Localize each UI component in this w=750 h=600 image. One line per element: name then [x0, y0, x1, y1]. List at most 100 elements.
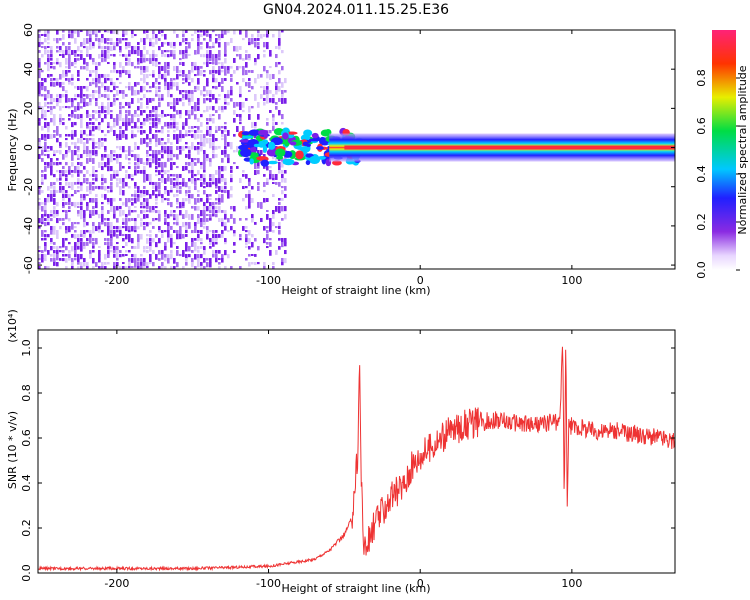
noise-cell: [38, 262, 41, 265]
noise-cell: [158, 38, 161, 41]
noise-cell: [239, 178, 242, 183]
noise-cell: [203, 250, 206, 255]
noise-cell: [194, 198, 197, 204]
noise-cell: [155, 34, 158, 40]
noise-cell: [212, 202, 215, 206]
noise-cell: [182, 182, 185, 187]
noise-cell: [227, 66, 230, 71]
noise-cell: [200, 142, 203, 147]
noise-cell: [269, 222, 272, 228]
noise-cell: [182, 250, 185, 256]
noise-cell: [80, 230, 83, 235]
noise-cell: [272, 262, 275, 266]
noise-cell: [89, 34, 92, 39]
noise-cell: [131, 114, 134, 118]
noise-cell: [53, 190, 56, 195]
noise-cell: [98, 114, 101, 119]
noise-cell: [149, 146, 152, 151]
noise-cell: [173, 130, 176, 133]
noise-cell: [137, 198, 140, 202]
noise-cell: [83, 242, 86, 247]
noise-cell: [77, 190, 80, 193]
noise-cell: [56, 250, 59, 255]
noise-cell: [209, 178, 212, 182]
noise-cell: [224, 214, 227, 220]
noise-cell: [41, 218, 44, 223]
noise-cell: [170, 166, 173, 171]
noise-cell: [137, 166, 140, 169]
noise-cell: [272, 174, 275, 180]
noise-cell: [59, 114, 62, 120]
noise-cell: [53, 206, 56, 210]
noise-cell: [170, 178, 173, 184]
noise-cell: [158, 186, 161, 190]
noise-cell: [248, 90, 251, 93]
noise-cell: [263, 226, 266, 231]
noise-cell: [50, 146, 53, 151]
transition-blob: [286, 131, 298, 135]
noise-cell: [131, 194, 134, 197]
noise-cell: [167, 238, 170, 243]
noise-cell: [197, 262, 200, 268]
colorbar-tick-label: 0.0: [695, 261, 708, 279]
noise-cell: [188, 126, 191, 130]
noise-cell: [107, 50, 110, 54]
noise-cell: [272, 154, 275, 160]
noise-cell: [224, 134, 227, 139]
noise-cell: [140, 266, 143, 269]
noise-cell: [113, 266, 116, 269]
noise-cell: [194, 30, 197, 34]
noise-cell: [134, 146, 137, 151]
noise-cell: [92, 158, 95, 164]
noise-cell: [257, 202, 260, 208]
noise-cell: [89, 30, 92, 34]
noise-cell: [65, 138, 68, 141]
noise-cell: [152, 238, 155, 243]
noise-cell: [176, 122, 179, 126]
noise-cell: [203, 182, 206, 185]
noise-cell: [167, 114, 170, 117]
noise-cell: [50, 186, 53, 189]
noise-cell: [278, 238, 281, 241]
noise-cell: [158, 90, 161, 93]
noise-cell: [146, 246, 149, 250]
noise-cell: [56, 102, 59, 107]
noise-cell: [188, 110, 191, 114]
noise-cell: [278, 222, 281, 227]
noise-cell: [209, 106, 212, 110]
noise-cell: [212, 118, 215, 124]
y-tick-label: 40: [22, 62, 35, 76]
noise-cell: [149, 254, 152, 259]
noise-cell: [83, 138, 86, 141]
noise-cell: [215, 126, 218, 130]
noise-cell: [56, 262, 59, 267]
noise-cell: [98, 186, 101, 190]
noise-cell: [107, 190, 110, 193]
noise-cell: [74, 246, 77, 251]
noise-cell: [140, 122, 143, 126]
noise-cell: [140, 66, 143, 72]
noise-cell: [110, 78, 113, 84]
noise-cell: [152, 58, 155, 62]
noise-cell: [92, 246, 95, 249]
noise-cell: [179, 58, 182, 61]
noise-cell: [107, 162, 110, 166]
noise-cell: [158, 66, 161, 71]
noise-cell: [191, 166, 194, 172]
noise-cell: [266, 182, 269, 185]
noise-cell: [191, 34, 194, 37]
noise-cell: [59, 82, 62, 88]
noise-cell: [281, 178, 284, 183]
noise-cell: [68, 198, 71, 202]
noise-cell: [50, 182, 53, 187]
transition-blob: [257, 129, 269, 136]
noise-cell: [158, 214, 161, 219]
noise-cell: [62, 210, 65, 213]
noise-cell: [62, 122, 65, 126]
noise-cell: [209, 182, 212, 188]
noise-cell: [185, 214, 188, 218]
noise-cell: [92, 150, 95, 156]
noise-cell: [119, 162, 122, 168]
noise-cell: [272, 230, 275, 233]
noise-cell: [50, 258, 53, 262]
